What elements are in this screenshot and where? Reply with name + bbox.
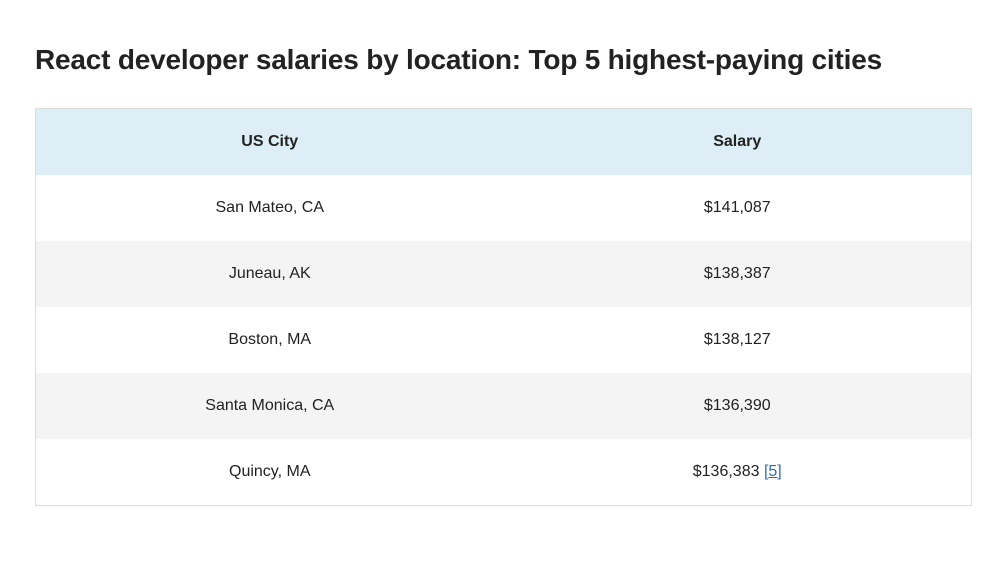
- table-row: Santa Monica, CA $136,390: [35, 373, 972, 439]
- salary-table: US City Salary San Mateo, CA $141,087 Ju…: [35, 108, 972, 506]
- table-row: Boston, MA $138,127: [35, 307, 972, 373]
- table-header-row: US City Salary: [35, 108, 972, 175]
- salary-cell: $138,127: [703, 331, 771, 348]
- citation-link[interactable]: [5]: [763, 463, 782, 480]
- table-row: Juneau, AK $138,387: [35, 241, 972, 307]
- salary-cell: $136,383 [5]: [504, 439, 972, 506]
- table-row: Quincy, MA $136,383 [5]: [35, 439, 972, 506]
- citation-number: 5: [768, 463, 778, 480]
- salary-cell: $141,087: [703, 199, 771, 216]
- city-cell: Quincy, MA: [229, 463, 311, 480]
- page-title: React developer salaries by location: To…: [35, 44, 882, 75]
- column-header-city: US City: [241, 133, 299, 150]
- city-cell: Juneau, AK: [228, 265, 311, 282]
- column-header-salary: Salary: [713, 133, 762, 150]
- salary-value: $136,383: [692, 463, 760, 480]
- salary-cell: $136,390: [703, 397, 771, 414]
- city-cell: San Mateo, CA: [215, 199, 325, 216]
- city-cell: Boston, MA: [228, 331, 312, 348]
- salary-cell: $138,387: [703, 265, 771, 282]
- city-cell: Santa Monica, CA: [205, 397, 335, 414]
- table-row: San Mateo, CA $141,087: [35, 175, 972, 241]
